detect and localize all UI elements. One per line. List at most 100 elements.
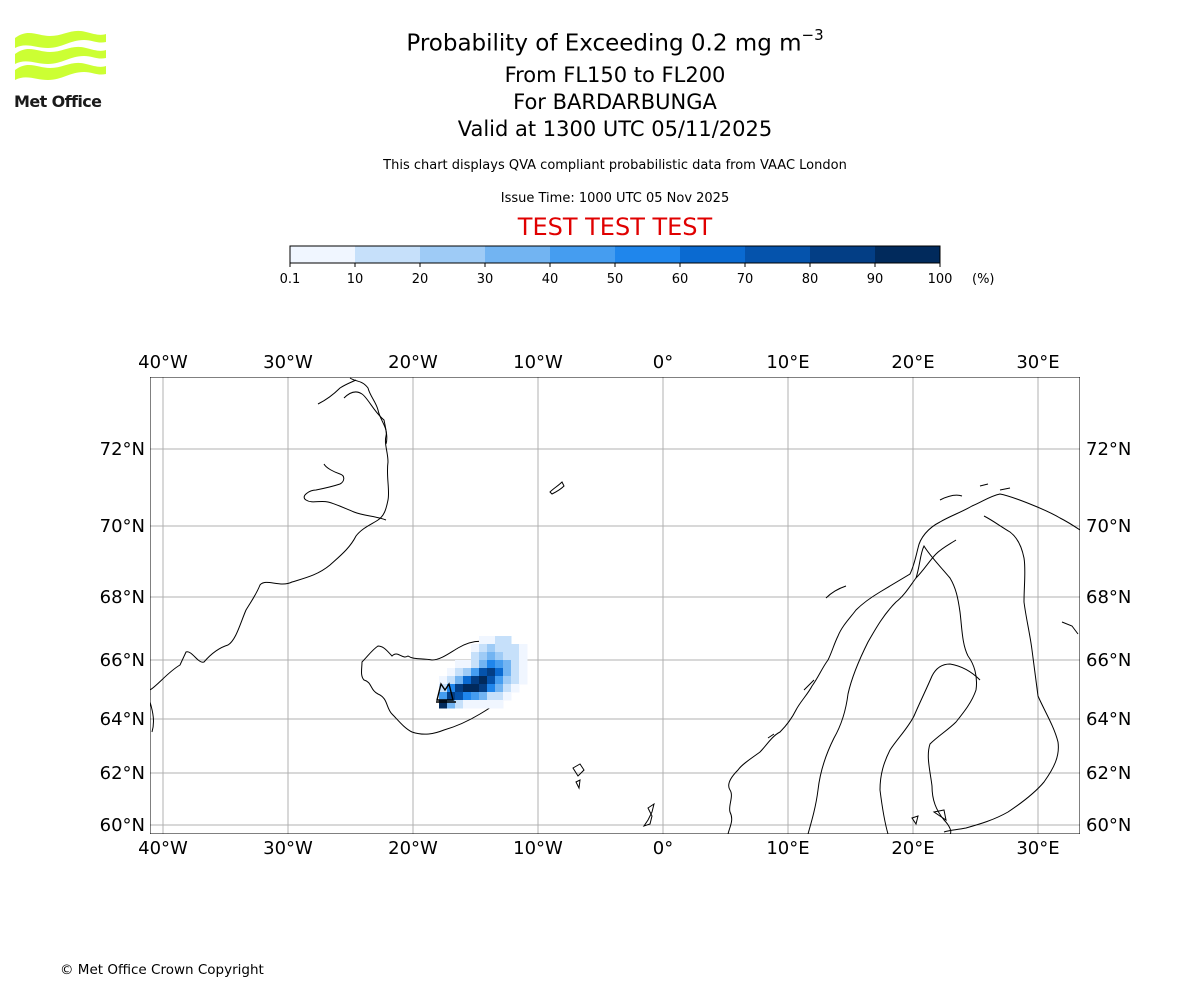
probability-cell (519, 644, 528, 653)
colorbar-tick-label: 10 (347, 272, 364, 287)
map-axis-labels: 40°W 40°W 30°W 30°W 20°W 20°W 10°W 10°W 0° 0° 10°E… (100, 352, 1132, 859)
colorbar-tick-label: 50 (607, 272, 624, 287)
probability-cell (463, 660, 472, 669)
lon-label-bottom: 20°E (891, 838, 934, 859)
probability-cell (463, 684, 472, 693)
colorbar-tick-label: 90 (867, 272, 884, 287)
lat-label-right: 64°N (1086, 709, 1131, 730)
colorbar-segment (290, 246, 356, 263)
colorbar-tick-label: 70 (737, 272, 754, 287)
logo-text: Met Office (14, 92, 102, 111)
probability-cell (495, 700, 504, 709)
colorbar-tick-label: 60 (672, 272, 689, 287)
colorbar-segment (875, 246, 941, 263)
probability-cell (511, 660, 520, 669)
probability-cell (495, 652, 504, 661)
volcano-marker-icon (436, 682, 456, 703)
probability-cell (447, 692, 456, 701)
chart-description: This chart displays QVA compliant probab… (383, 158, 847, 173)
lat-label-right: 70°N (1086, 516, 1131, 537)
probability-cell (471, 676, 480, 685)
probability-cell (503, 668, 512, 677)
probability-cell (503, 660, 512, 669)
probability-cell (487, 700, 496, 709)
probability-cell (471, 660, 480, 669)
probability-cell (439, 700, 448, 709)
colorbar-segment (810, 246, 876, 263)
coastline-greenland (150, 377, 390, 733)
probability-cell (495, 676, 504, 685)
probability-cell (471, 644, 480, 653)
test-banner: TEST TEST TEST (517, 213, 713, 241)
colorbar-segment (745, 246, 811, 263)
lat-label-left: 64°N (100, 709, 145, 730)
coastline-shetland (642, 802, 655, 827)
probability-cell (487, 652, 496, 661)
coastline-baltic (807, 515, 1079, 834)
lat-label-left: 68°N (100, 587, 145, 608)
lat-label-right: 66°N (1086, 650, 1131, 671)
coastline-norway-islands (767, 483, 1011, 739)
probability-cell (463, 692, 472, 701)
lon-label-bottom: 10°E (766, 838, 809, 859)
lon-label-bottom: 30°E (1016, 838, 1059, 859)
coastline-norway (727, 493, 1080, 834)
probability-cell (487, 668, 496, 677)
probability-cell (503, 692, 512, 701)
probability-cell (495, 660, 504, 669)
colorbar-segment (615, 246, 681, 263)
probability-cell (495, 644, 504, 653)
probability-cell (463, 668, 472, 677)
lat-label-left: 66°N (100, 650, 145, 671)
probability-cell (511, 676, 520, 685)
colorbar-segment (355, 246, 421, 263)
lon-label-top: 30°E (1016, 352, 1059, 373)
probability-cell (455, 700, 464, 709)
probability-cell (455, 668, 464, 677)
colorbar: 0.1 10 20 30 40 50 60 70 80 90 100 (%) (280, 245, 995, 287)
valid-time: Valid at 1300 UTC 05/11/2025 (457, 117, 773, 141)
met-office-logo: Met Office (14, 30, 108, 114)
coastline-faroe (572, 763, 585, 790)
lon-label-top: 20°W (388, 352, 438, 373)
colorbar-tick-label: 20 (412, 272, 429, 287)
probability-cell (503, 652, 512, 661)
probability-cell (511, 668, 520, 677)
probability-cell (503, 676, 512, 685)
probability-cell (511, 644, 520, 653)
colorbar-tick-label: 0.1 (280, 272, 301, 287)
probability-cell (471, 652, 480, 661)
lon-label-top: 20°E (891, 352, 934, 373)
probability-cell (439, 692, 448, 701)
lon-label-top: 30°W (263, 352, 313, 373)
probability-cell (511, 652, 520, 661)
probability-cell (495, 684, 504, 693)
colorbar-tick-label: 30 (477, 272, 494, 287)
lat-label-left: 62°N (100, 763, 145, 784)
lon-label-top: 10°W (513, 352, 563, 373)
probability-cell (455, 660, 464, 669)
probability-cell (455, 692, 464, 701)
lat-label-right: 68°N (1086, 587, 1131, 608)
probability-cell (503, 636, 512, 645)
probability-cell (495, 636, 504, 645)
lon-label-bottom: 10°W (513, 838, 563, 859)
lon-label-bottom: 30°W (263, 838, 313, 859)
probability-cell (487, 644, 496, 653)
probability-cell (471, 668, 480, 677)
probability-cell (519, 668, 528, 677)
probability-cell (447, 684, 456, 693)
issue-time: Issue Time: 1000 UTC 05 Nov 2025 (500, 191, 730, 206)
probability-cell (511, 684, 520, 693)
probability-cell (479, 652, 488, 661)
lat-label-right: 60°N (1086, 815, 1131, 836)
probability-cell (503, 644, 512, 653)
probability-cell (479, 660, 488, 669)
volcano-name: For BARDARBUNGA (513, 90, 717, 114)
probability-cell (471, 684, 480, 693)
colorbar-segment (550, 246, 616, 263)
gridlines (150, 377, 1080, 834)
lon-label-bottom: 40°W (138, 838, 188, 859)
colorbar-tick-label: 80 (802, 272, 819, 287)
